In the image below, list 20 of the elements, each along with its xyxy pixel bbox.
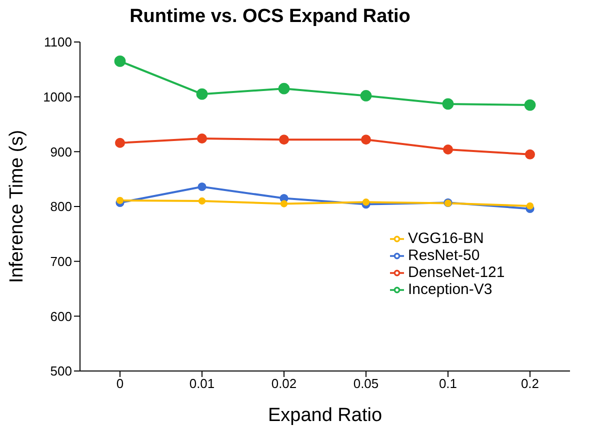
x-tick-label: 0 [116, 376, 124, 392]
legend-label: DenseNet-121 [408, 264, 505, 281]
y-tick-label: 600 [50, 308, 72, 324]
x-tick-label: 0.2 [520, 376, 540, 392]
legend-label: VGG16-BN [408, 230, 484, 247]
y-tick-label: 800 [50, 199, 72, 214]
y-tick-label: 1100 [44, 34, 72, 50]
y-tick-label: 700 [50, 254, 72, 269]
y-tick-label: 900 [50, 144, 72, 160]
x-axis-title: Expand Ratio [268, 405, 382, 426]
legend-label: Inception-V3 [408, 281, 492, 298]
y-tick-label: 500 [50, 364, 72, 379]
x-tick-label: 0.05 [353, 376, 379, 392]
legend-label: ResNet-50 [408, 247, 480, 264]
x-tick-label: 0.1 [438, 376, 458, 392]
x-tick-label: 0.02 [271, 376, 297, 392]
y-axis-title: Inference Time (s) [6, 130, 28, 284]
y-tick-label: 1000 [43, 89, 72, 104]
chart-title: Runtime vs. OCS Expand Ratio [128, 6, 412, 28]
x-tick-label: 0.01 [189, 376, 215, 392]
